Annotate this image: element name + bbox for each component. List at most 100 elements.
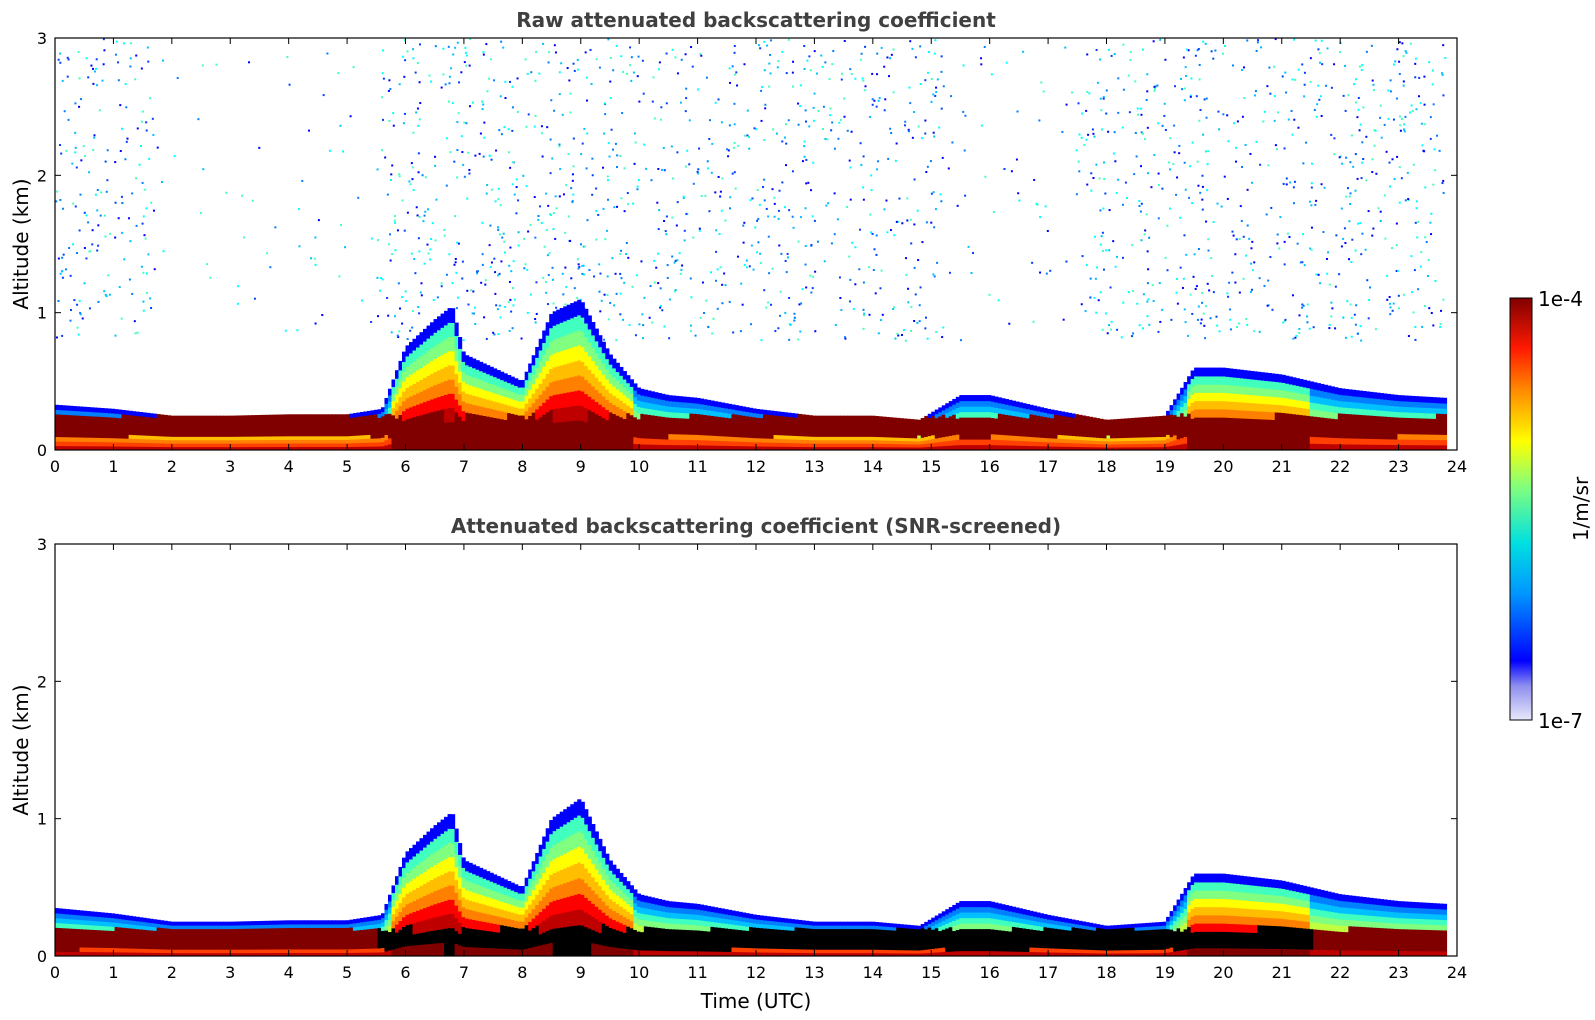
noise-speckle <box>1246 323 1249 326</box>
bl-cell <box>829 446 834 450</box>
noise-speckle <box>406 338 409 341</box>
noise-speckle <box>1201 174 1204 177</box>
bl-cell <box>938 428 943 434</box>
noise-speckle <box>1276 242 1279 245</box>
bl-cell <box>756 409 761 414</box>
bl-cell <box>591 398 596 413</box>
noise-speckle <box>1383 194 1386 197</box>
bl-cell <box>405 345 410 357</box>
bl-cell <box>938 415 943 421</box>
noise-speckle <box>862 155 865 158</box>
noise-speckle <box>762 186 765 189</box>
bl-cell <box>584 351 589 366</box>
noise-speckle <box>251 199 254 202</box>
bl-cell <box>363 415 368 420</box>
bl-cell <box>244 443 249 448</box>
bl-cell <box>927 421 932 426</box>
bl-cell <box>854 429 859 434</box>
bl-cell <box>770 426 775 431</box>
bl-cell <box>177 422 182 427</box>
bl-cell <box>759 437 764 443</box>
noise-speckle <box>590 83 593 86</box>
bl-cell <box>934 425 939 431</box>
bl-cell <box>468 394 473 405</box>
noise-speckle <box>1345 156 1348 159</box>
bl-cell <box>587 436 592 450</box>
bl-cell <box>181 415 186 420</box>
bl-cell <box>514 378 519 387</box>
bl-cell <box>654 392 659 399</box>
bl-cell <box>703 429 708 436</box>
noise-speckle <box>1289 181 1292 184</box>
noise-speckle <box>771 267 774 270</box>
noise-speckle <box>92 148 95 151</box>
bl-cell <box>349 424 354 429</box>
bl-cell <box>1053 442 1059 447</box>
noise-speckle <box>497 333 500 336</box>
noise-speckle <box>1045 272 1048 275</box>
noise-speckle <box>1353 83 1356 86</box>
noise-speckle <box>841 72 844 75</box>
bl-cell <box>433 397 438 412</box>
noise-speckle <box>1344 241 1347 244</box>
bl-cell <box>100 441 105 447</box>
noise-speckle <box>1430 212 1433 215</box>
bl-cell <box>1064 446 1069 450</box>
bl-cell <box>423 437 428 450</box>
noise-speckle <box>1371 234 1374 237</box>
bl-cell <box>927 431 932 437</box>
noise-speckle <box>121 231 124 234</box>
bl-cell <box>724 421 729 428</box>
bl-cell <box>542 342 547 356</box>
noise-speckle <box>435 198 438 201</box>
bl-cell <box>882 419 887 424</box>
bl-cell <box>454 373 459 387</box>
bl-cell <box>521 428 526 437</box>
noise-speckle <box>657 68 660 71</box>
bl-cell <box>405 418 410 430</box>
bl-cell <box>822 439 827 444</box>
noise-speckle <box>792 226 795 229</box>
noise-speckle <box>1181 286 1184 289</box>
bl-cell <box>717 411 722 417</box>
bl-cell <box>247 415 252 420</box>
noise-speckle <box>724 219 727 222</box>
bl-cell <box>906 446 911 450</box>
bl-cell <box>622 371 627 380</box>
bl-cell <box>559 407 564 423</box>
noise-speckle <box>729 81 732 84</box>
bl-cell <box>689 423 694 430</box>
noise-speckle <box>423 262 426 265</box>
bl-cell <box>1022 440 1027 446</box>
noise-speckle <box>454 261 457 264</box>
noise-speckle <box>750 244 753 247</box>
bl-cell <box>857 446 862 450</box>
noise-speckle <box>482 155 485 158</box>
noise-speckle <box>877 99 880 102</box>
noise-speckle <box>1015 158 1018 161</box>
noise-speckle <box>495 304 498 307</box>
noise-speckle <box>1121 126 1124 129</box>
noise-speckle <box>382 118 385 121</box>
noise-speckle <box>248 61 251 64</box>
bl-cell <box>90 428 95 434</box>
noise-speckle <box>1183 308 1186 311</box>
noise-speckle <box>1169 207 1172 210</box>
noise-speckle <box>1346 300 1349 303</box>
noise-speckle <box>879 319 882 322</box>
bl-cell <box>468 356 473 367</box>
noise-speckle <box>1109 328 1112 331</box>
bl-cell <box>629 442 634 450</box>
bl-cell <box>458 382 463 395</box>
bl-cell <box>493 409 498 418</box>
noise-speckle <box>1273 119 1276 122</box>
bl-cell <box>675 417 680 424</box>
noise-speckle <box>416 214 419 217</box>
noise-speckle <box>340 224 343 227</box>
noise-speckle <box>301 179 304 182</box>
bl-cell <box>770 414 775 420</box>
noise-speckle <box>430 80 433 83</box>
bl-cell <box>282 439 287 444</box>
bl-cell <box>1032 405 1037 411</box>
noise-speckle <box>773 202 776 205</box>
